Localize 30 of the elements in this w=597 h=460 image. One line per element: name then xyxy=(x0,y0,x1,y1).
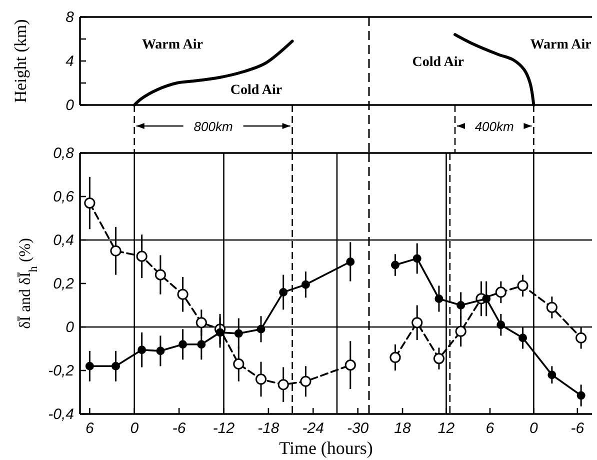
x-tick-label: -24 xyxy=(302,420,324,437)
y-tick-label: 0 xyxy=(66,319,75,336)
y-tick-label: 0,6 xyxy=(53,188,75,206)
annotation: Cold Air xyxy=(412,55,464,70)
y-tick-label: 4 xyxy=(66,53,74,70)
y-axis-title: Height (km) xyxy=(11,19,30,103)
text: 400km xyxy=(474,119,514,134)
x-tick-label: -6 xyxy=(570,420,585,437)
annotation: Warm Air xyxy=(530,37,592,52)
x-tick-label: 0 xyxy=(530,420,539,437)
x-tick-label: -18 xyxy=(258,420,280,437)
y-tick-label: -0,2 xyxy=(48,362,75,380)
x-tick-label: 6 xyxy=(486,420,495,437)
annotation: Warm Air xyxy=(142,37,204,52)
x-tick-label: -30 xyxy=(346,420,370,437)
x-axis-title: Time (hours) xyxy=(279,438,373,458)
y-tick-label: 0,2 xyxy=(53,276,75,292)
x-tick-label: 18 xyxy=(394,420,412,437)
y-tick-label: 0,8 xyxy=(53,145,75,162)
text: 800km xyxy=(194,119,233,134)
x-tick-label: 12 xyxy=(438,420,456,437)
y-tick-label: 0,4 xyxy=(53,232,74,249)
annotation: Cold Air xyxy=(230,83,282,98)
y-tick-label: 0 xyxy=(66,97,75,114)
x-tick-label: -6 xyxy=(172,420,186,437)
x-tick-label: 6 xyxy=(86,420,95,437)
y-tick-label: 8 xyxy=(66,9,75,26)
x-tick-label: -12 xyxy=(212,420,236,437)
y-tick-label: -0,4 xyxy=(48,406,74,423)
x-tick-label: 0 xyxy=(130,420,140,437)
